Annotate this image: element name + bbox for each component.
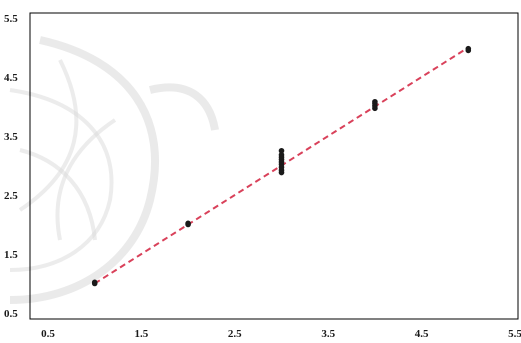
y-tick-label: 0.5	[4, 308, 18, 320]
x-tick-label: 2.5	[228, 328, 242, 340]
y-tick-label: 4.5	[4, 72, 18, 84]
plot-area-border	[29, 12, 519, 320]
y-tick-label: 1.5	[4, 249, 18, 261]
x-axis-tick-labels: 0.5 1.5 2.5 3.5 4.5 5.5	[41, 328, 521, 340]
x-tick-label: 5.5	[508, 328, 521, 340]
y-tick-label: 5.5	[4, 13, 18, 25]
y-tick-label: 2.5	[4, 190, 18, 202]
watermark-logo	[9, 36, 219, 304]
x-tick-label: 4.5	[415, 328, 429, 340]
data-points	[91, 45, 472, 287]
data-point	[185, 220, 191, 227]
data-point	[278, 147, 285, 154]
data-point	[278, 152, 285, 158]
data-point	[372, 98, 378, 105]
x-tick-label: 0.5	[41, 328, 55, 340]
y-axis-tick-labels: 5.5 4.5 3.5 2.5 1.5 0.5	[4, 13, 18, 320]
data-point	[91, 279, 98, 286]
x-tick-label: 3.5	[321, 328, 335, 340]
y-tick-label: 3.5	[4, 131, 18, 143]
x-tick-label: 1.5	[135, 328, 149, 340]
data-point	[465, 45, 472, 52]
